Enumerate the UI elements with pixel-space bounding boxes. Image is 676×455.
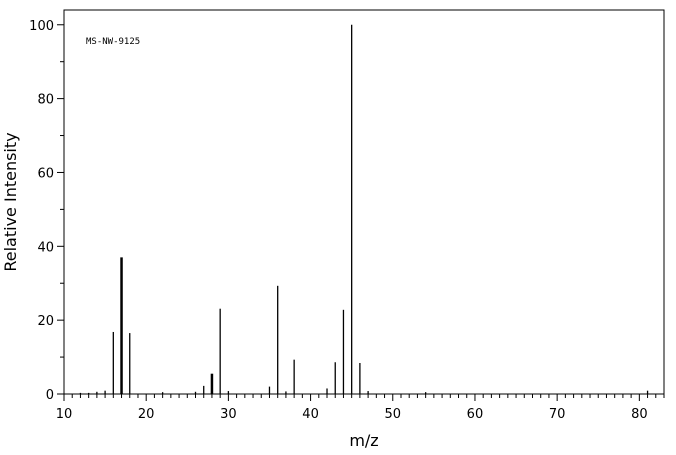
x-tick-label: 60 — [467, 407, 484, 422]
x-tick-label: 50 — [384, 407, 401, 422]
y-tick-label: 60 — [37, 166, 54, 181]
x-tick-label: 30 — [220, 407, 237, 422]
x-tick-label: 40 — [302, 407, 319, 422]
x-tick-label: 20 — [138, 407, 155, 422]
y-tick-label: 20 — [37, 314, 54, 329]
spectrum-id-label: MS-NW-9125 — [86, 37, 140, 47]
x-tick-label: 80 — [631, 407, 648, 422]
y-tick-label: 100 — [29, 19, 54, 34]
y-tick-label: 40 — [37, 240, 54, 255]
x-tick-label: 10 — [56, 407, 73, 422]
y-axis-ticks: 0 20 40 60 80 100 — [29, 19, 64, 403]
y-axis-title: Relative Intensity — [1, 132, 20, 271]
y-tick-label: 80 — [37, 93, 54, 108]
y-tick-label: 0 — [46, 388, 54, 403]
x-axis-title: m/z — [349, 431, 378, 450]
x-axis-ticks: 10 20 30 40 50 60 70 80 — [56, 394, 665, 422]
peak-bars — [79, 24, 649, 394]
plot-frame — [63, 9, 665, 395]
x-tick-label: 70 — [549, 407, 566, 422]
